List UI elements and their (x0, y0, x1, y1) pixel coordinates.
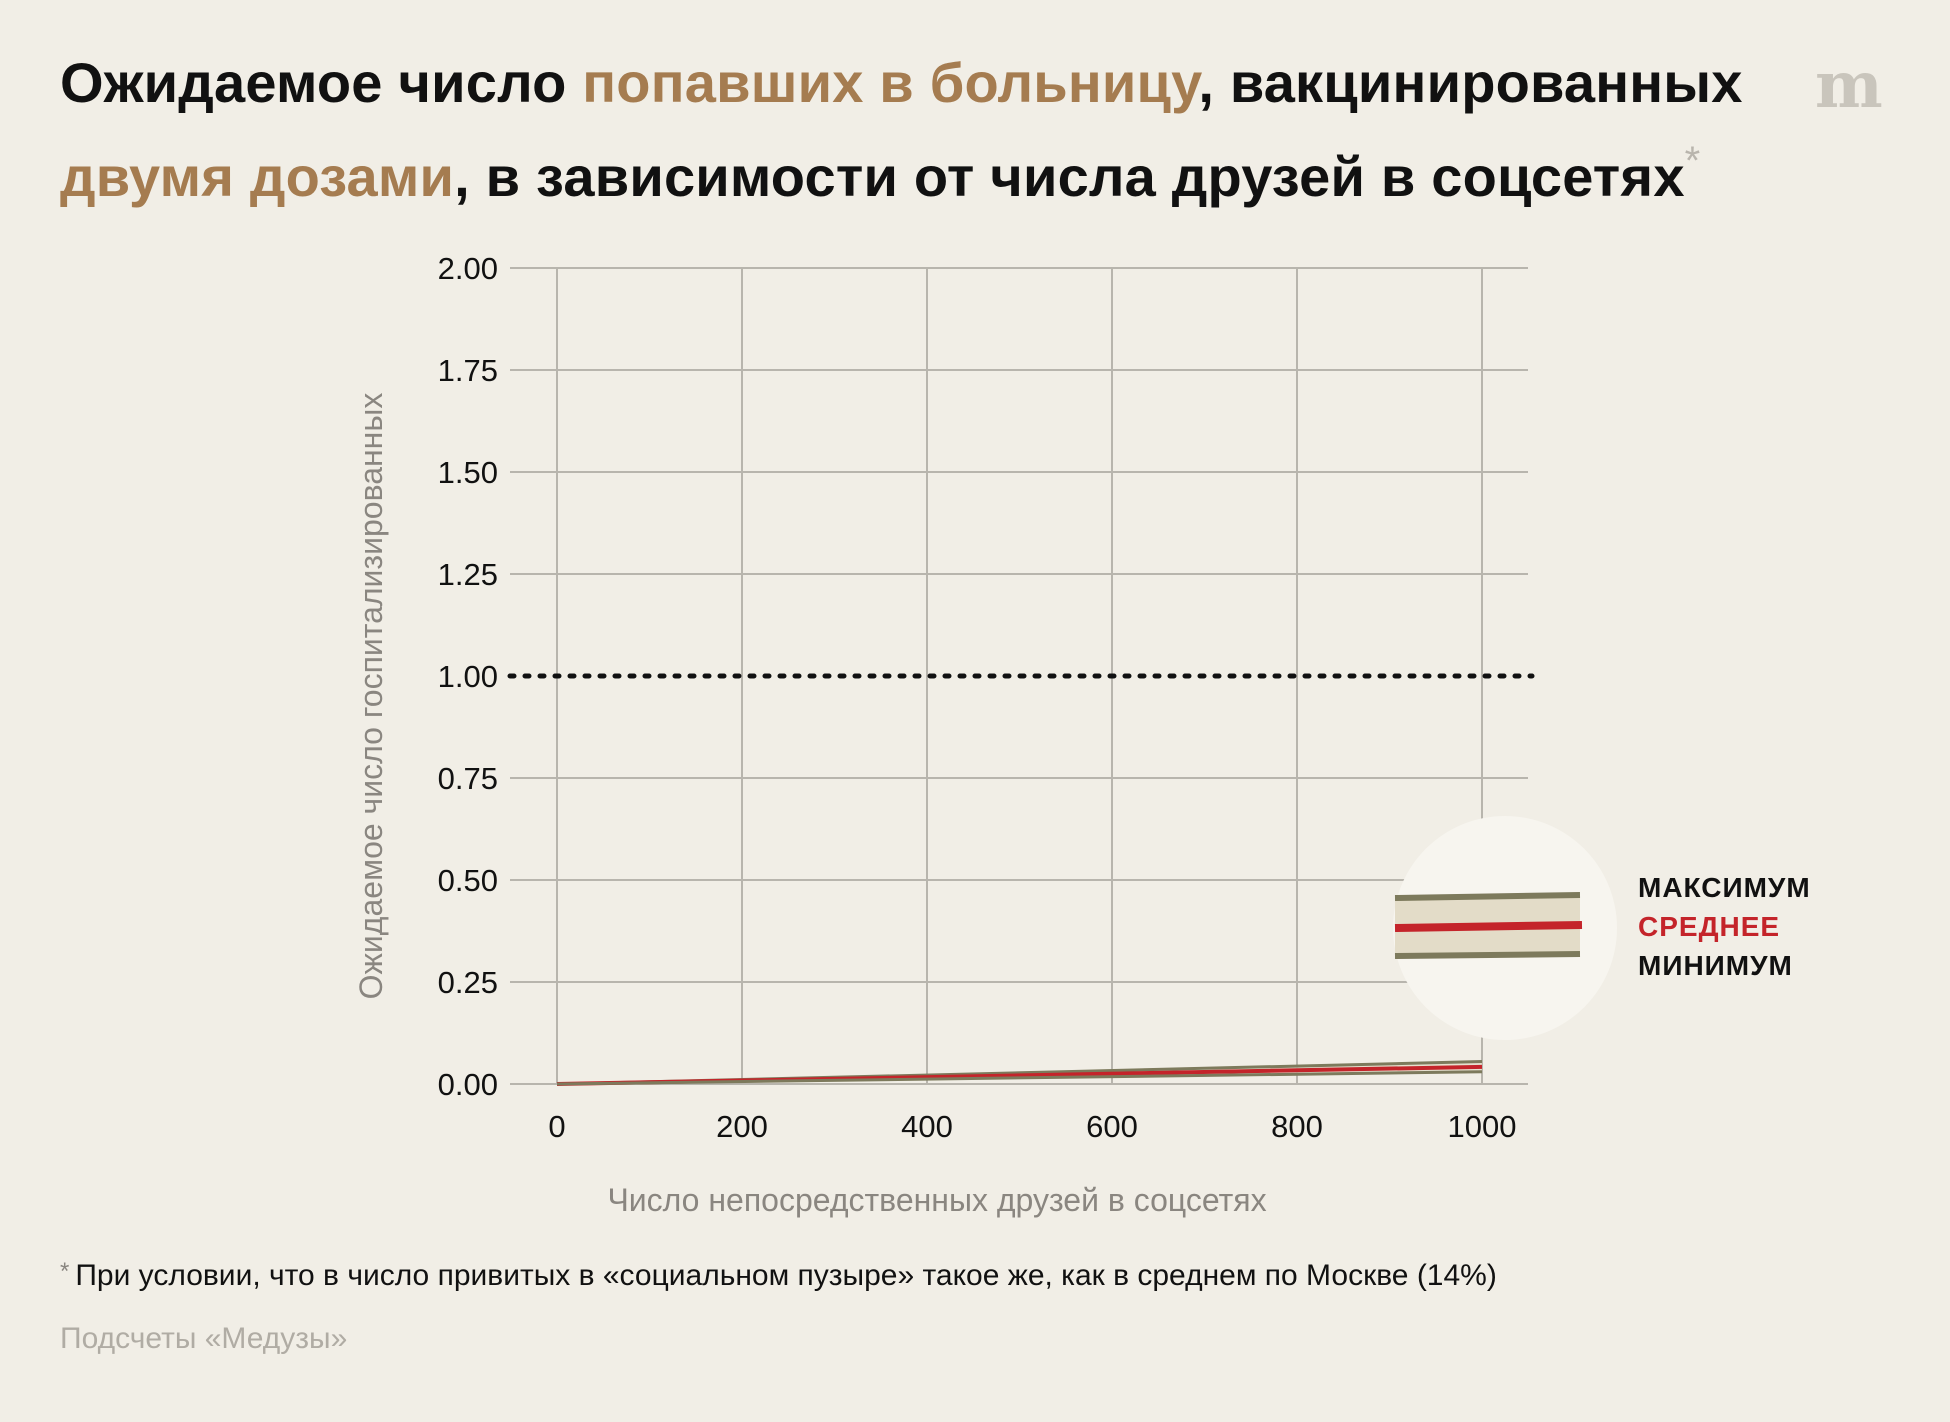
y-tick-label-7: 1.75 (438, 353, 498, 388)
x-tick-label-4: 800 (1271, 1109, 1323, 1144)
y-tick-label-3: 0.75 (438, 761, 498, 796)
x-tick-label-3: 600 (1086, 1109, 1138, 1144)
series-lines (556, 1060, 1483, 1086)
y-tick-label-5: 1.25 (438, 557, 498, 592)
title-highlight-hospitalized: попавших в больницу (582, 51, 1199, 114)
title-asterisk: * (1684, 139, 1701, 183)
meduza-logo: m (1815, 48, 1883, 123)
title-highlight-two-doses: двумя дозами (60, 145, 455, 208)
footnote-text: При условии, что в число привитых в «соц… (75, 1259, 1497, 1292)
series-line-min (556, 1070, 1483, 1086)
title-part-3: , в зависимости от числа друзей в соцсет… (454, 145, 1685, 208)
x-tick-label-5: 1000 (1448, 1109, 1517, 1144)
legend-label-max: МАКСИМУМ (1638, 872, 1811, 903)
x-axis-label: Число непосредственных друзей в соцсетях (607, 1182, 1266, 1218)
legend-mean-swatch (1394, 921, 1583, 932)
source-credit: Подсчеты «Медузы» (60, 1322, 348, 1355)
y-tick-label-6: 1.50 (438, 455, 498, 490)
legend: МАКСИМУМ СРЕДНЕЕ МИНИМУМ (1393, 816, 1811, 1040)
y-tick-label-0: 0.00 (438, 1067, 498, 1102)
footnote: * При условии, что в число привитых в «со… (60, 1258, 1497, 1293)
footnote-asterisk: * (60, 1258, 70, 1285)
y-tick-label-8: 2.00 (438, 251, 498, 286)
y-tick-label-4: 1.00 (438, 659, 498, 694)
x-tick-label-0: 0 (548, 1109, 565, 1144)
title-part-1: Ожидаемое число (60, 51, 583, 114)
legend-label-min: МИНИМУМ (1638, 950, 1793, 981)
y-tick-label-1: 0.25 (438, 965, 498, 1000)
x-tick-label-1: 200 (716, 1109, 768, 1144)
y-axis-label: Ожидаемое число госпитализированных (353, 393, 389, 1000)
title-part-2: , вакцинированных (1198, 51, 1743, 114)
legend-max-swatch (1394, 892, 1581, 901)
legend-label-mean: СРЕДНЕЕ (1638, 911, 1780, 942)
y-tick-label-2: 0.50 (438, 863, 498, 898)
chart-title: Ожидаемое число попавших в больницу, вак… (60, 44, 1780, 216)
x-tick-label-2: 400 (901, 1109, 953, 1144)
tick-labels: 0.00 0.25 0.50 0.75 1.00 1.25 1.50 1.75 2.00 0 200… (438, 251, 1517, 1144)
legend-min-swatch (1394, 951, 1581, 959)
